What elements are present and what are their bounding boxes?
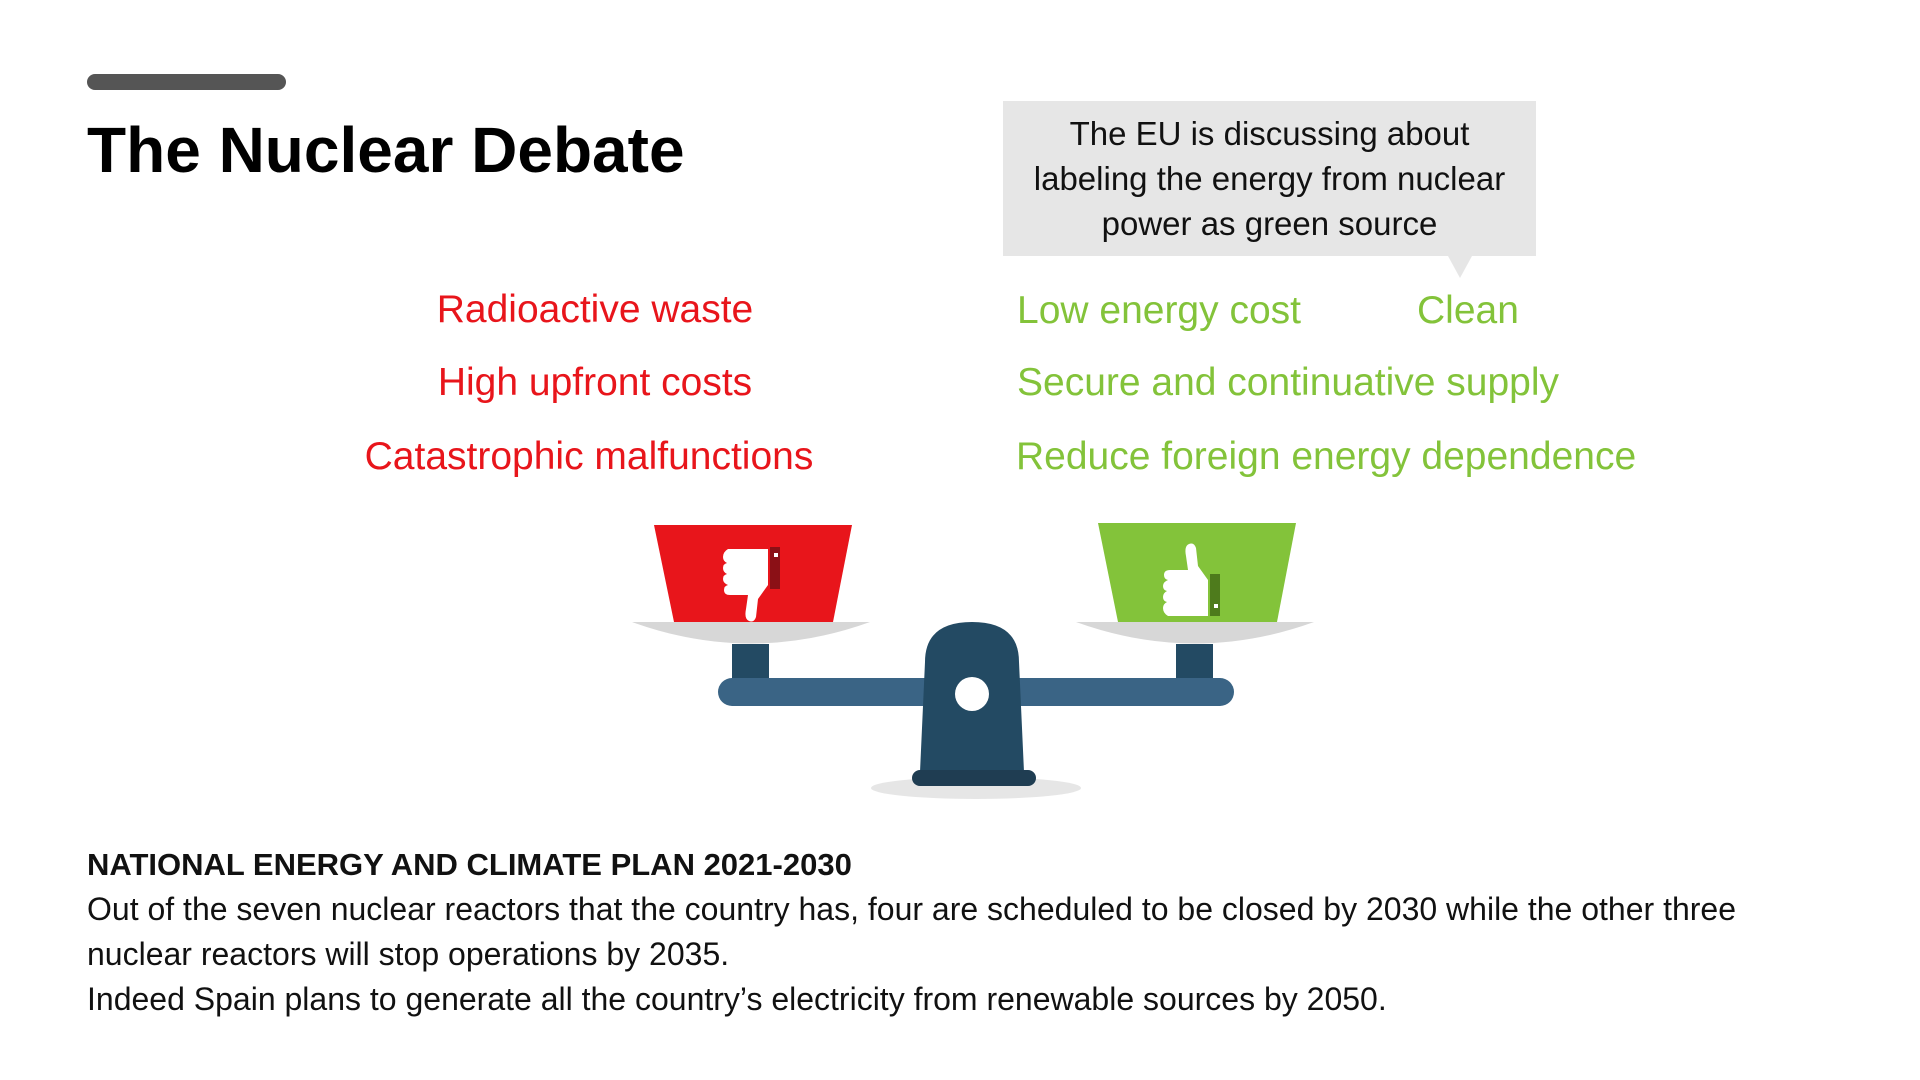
plan-heading: NATIONAL ENERGY AND CLIMATE PLAN 2021-20… [87, 847, 852, 882]
balance-scale-illustration [632, 523, 1314, 799]
eu-callout-text: The EU is discussing about labeling the … [1033, 115, 1506, 242]
title-accent-bar [87, 74, 286, 90]
plan-body: Out of the seven nuclear reactors that t… [87, 887, 1827, 1022]
plan-paragraph-1: Out of the seven nuclear reactors that t… [87, 891, 1736, 972]
eu-callout: The EU is discussing about labeling the … [1003, 101, 1536, 256]
page-title: The Nuclear Debate [87, 114, 685, 186]
callout-tail [1448, 256, 1472, 278]
scale-pivot [955, 677, 989, 711]
con-radioactive-waste: Radioactive waste [436, 288, 754, 331]
pro-clean: Clean [1417, 289, 1519, 332]
left-pan [632, 622, 870, 644]
pro-reduce-dependence: Reduce foreign energy dependence [1016, 435, 1637, 478]
con-catastrophic-malfunctions: Catastrophic malfunctions [364, 435, 814, 478]
pro-secure-supply: Secure and continuative supply [1017, 361, 1560, 404]
con-high-upfront-costs: High upfront costs [437, 361, 753, 404]
plan-paragraph-2: Indeed Spain plans to generate all the c… [87, 981, 1387, 1017]
scale-base [912, 770, 1036, 786]
thumbs-down-icon [723, 547, 780, 622]
pro-low-energy-cost: Low energy cost [1017, 289, 1301, 332]
right-pan [1076, 622, 1314, 644]
thumbs-up-icon [1163, 543, 1220, 616]
